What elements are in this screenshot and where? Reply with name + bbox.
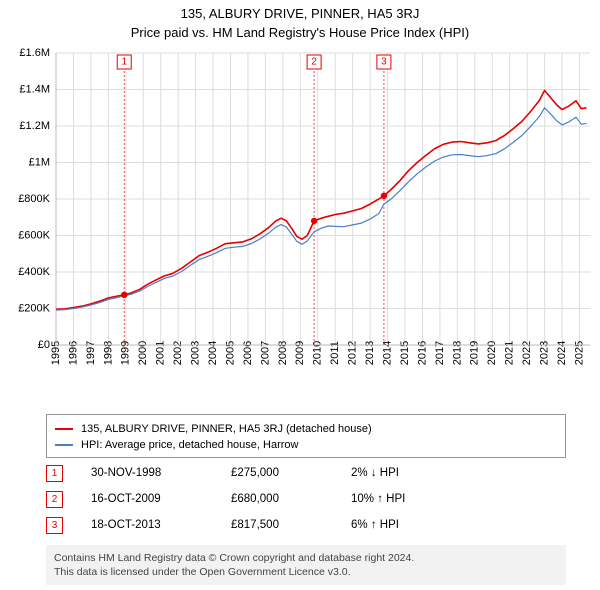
svg-text:2021: 2021 (504, 341, 516, 365)
svg-text:2014: 2014 (381, 341, 393, 365)
legend-swatch (55, 444, 73, 446)
legend-item: HPI: Average price, detached house, Harr… (55, 437, 557, 453)
svg-text:2017: 2017 (434, 341, 446, 365)
svg-text:2019: 2019 (469, 341, 481, 365)
svg-text:£0: £0 (38, 339, 50, 351)
svg-text:2013: 2013 (364, 341, 376, 365)
sales-table: 1 30-NOV-1998£275,0002% ↓ HPI 2 16-OCT-2009… (46, 460, 566, 538)
sale-marker-badge: 2 (46, 491, 63, 508)
footer-attribution: Contains HM Land Registry data © Crown c… (46, 545, 566, 585)
svg-text:1996: 1996 (67, 341, 79, 365)
svg-text:2024: 2024 (556, 341, 568, 365)
svg-text:2004: 2004 (207, 341, 219, 365)
svg-text:2016: 2016 (416, 341, 428, 365)
svg-text:2025: 2025 (573, 341, 585, 365)
svg-text:2018: 2018 (451, 341, 463, 365)
sale-marker-badge: 3 (46, 517, 63, 534)
chart-subtitle: Price paid vs. HM Land Registry's House … (0, 25, 600, 40)
sale-price: £680,000 (231, 493, 351, 505)
sale-date: 18-OCT-2013 (91, 519, 231, 531)
footer-line-1: Contains HM Land Registry data © Crown c… (54, 551, 558, 565)
svg-text:2008: 2008 (277, 341, 289, 365)
svg-text:£400K: £400K (18, 266, 50, 278)
chart-title: 135, ALBURY DRIVE, PINNER, HA5 3RJ (0, 6, 600, 21)
svg-text:2012: 2012 (347, 341, 359, 365)
sale-row: 2 16-OCT-2009£680,00010% ↑ HPI (46, 486, 566, 512)
svg-text:1: 1 (121, 57, 127, 68)
svg-text:2010: 2010 (312, 341, 324, 365)
svg-text:2003: 2003 (190, 341, 202, 365)
sale-diff: 6% ↑ HPI (351, 519, 461, 531)
svg-text:£200K: £200K (18, 302, 50, 314)
svg-text:2020: 2020 (486, 341, 498, 365)
svg-text:2000: 2000 (137, 341, 149, 365)
sale-marker-badge: 1 (46, 465, 63, 482)
svg-text:1997: 1997 (85, 341, 97, 365)
svg-text:2006: 2006 (242, 341, 254, 365)
svg-text:£1M: £1M (29, 156, 50, 168)
svg-text:2009: 2009 (294, 341, 306, 365)
sale-diff: 2% ↓ HPI (351, 467, 461, 479)
svg-text:£1.4M: £1.4M (19, 83, 50, 95)
svg-text:2001: 2001 (155, 341, 167, 365)
svg-text:2023: 2023 (539, 341, 551, 365)
svg-text:3: 3 (381, 57, 387, 68)
svg-text:2022: 2022 (521, 341, 533, 365)
svg-text:2: 2 (311, 57, 317, 68)
svg-text:2015: 2015 (399, 341, 411, 365)
legend-label: 135, ALBURY DRIVE, PINNER, HA5 3RJ (deta… (81, 423, 372, 435)
svg-text:£1.2M: £1.2M (19, 120, 50, 132)
sale-row: 3 18-OCT-2013£817,5006% ↑ HPI (46, 512, 566, 538)
svg-text:1999: 1999 (120, 341, 132, 365)
sale-row: 1 30-NOV-1998£275,0002% ↓ HPI (46, 460, 566, 486)
svg-text:£1.6M: £1.6M (19, 47, 50, 59)
sale-date: 16-OCT-2009 (91, 493, 231, 505)
sale-price: £275,000 (231, 467, 351, 479)
svg-text:£600K: £600K (18, 229, 50, 241)
sale-date: 30-NOV-1998 (91, 467, 231, 479)
sale-price: £817,500 (231, 519, 351, 531)
sale-diff: 10% ↑ HPI (351, 493, 461, 505)
svg-text:1998: 1998 (102, 341, 114, 365)
legend-swatch (55, 428, 73, 431)
svg-text:£800K: £800K (18, 193, 50, 205)
price-chart: £0 £200K £400K £600K £800K £1M £1.2M £1.4M £1.6M… (0, 45, 600, 410)
legend-item: 135, ALBURY DRIVE, PINNER, HA5 3RJ (deta… (55, 421, 557, 437)
svg-text:2002: 2002 (172, 341, 184, 365)
svg-text:2007: 2007 (259, 341, 271, 365)
svg-text:2005: 2005 (224, 341, 236, 365)
footer-line-2: This data is licensed under the Open Gov… (54, 565, 558, 579)
legend-label: HPI: Average price, detached house, Harr… (81, 439, 298, 451)
legend: 135, ALBURY DRIVE, PINNER, HA5 3RJ (deta… (46, 414, 566, 458)
